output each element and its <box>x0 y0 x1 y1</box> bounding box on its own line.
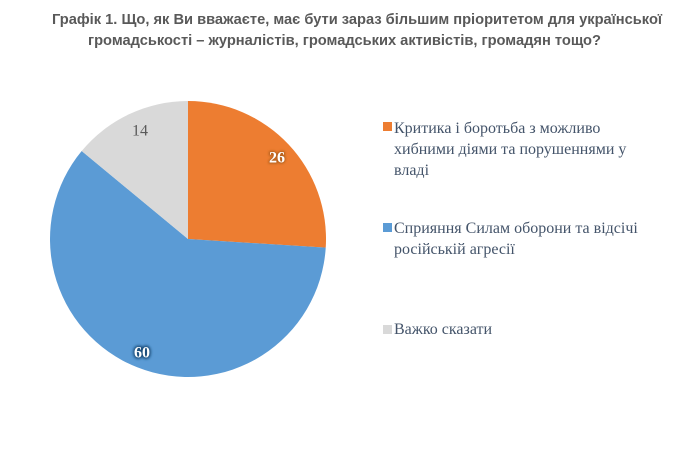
svg-text:60: 60 <box>134 345 150 362</box>
svg-text:60: 60 <box>134 345 150 362</box>
svg-text:26: 26 <box>269 149 285 166</box>
svg-text:26: 26 <box>269 149 285 166</box>
svg-text:14: 14 <box>132 122 148 139</box>
